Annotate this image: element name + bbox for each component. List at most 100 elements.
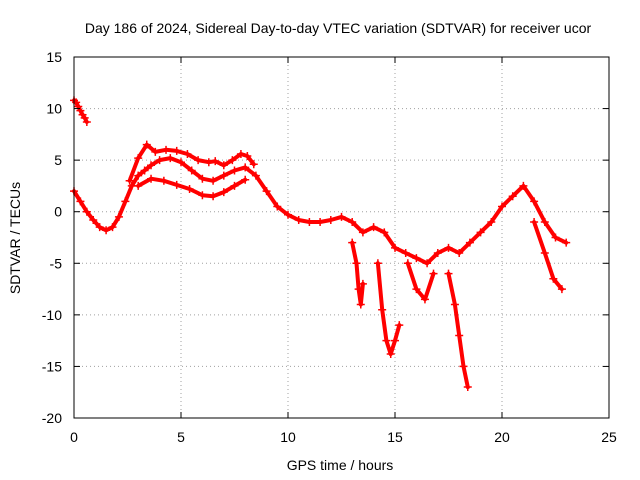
data-point	[209, 192, 218, 201]
data-point	[230, 181, 239, 190]
data-point	[219, 171, 228, 180]
data-point	[348, 238, 357, 247]
data-point	[549, 274, 558, 283]
data-point	[155, 156, 164, 165]
data-point	[262, 187, 271, 196]
data-point	[236, 149, 245, 158]
data-point	[159, 176, 168, 185]
data-point	[382, 336, 391, 345]
data-point	[465, 238, 474, 247]
x-tick-label: 25	[601, 429, 617, 445]
series-line-main	[72, 156, 569, 266]
y-tick-label: 5	[54, 152, 62, 168]
data-point	[80, 113, 89, 122]
data-point	[187, 166, 196, 175]
x-tick-label: 0	[70, 429, 78, 445]
data-point	[386, 350, 395, 359]
data-point	[166, 154, 175, 163]
data-point	[326, 215, 335, 224]
data-point	[102, 226, 111, 235]
data-point	[82, 207, 91, 216]
data-point	[373, 259, 382, 268]
data-point	[177, 158, 185, 167]
data-point	[251, 171, 260, 180]
data-point	[172, 180, 181, 189]
data-point	[219, 161, 228, 170]
x-axis-label: GPS time / hours	[287, 457, 394, 473]
data-point	[380, 228, 389, 237]
y-tick-label: 10	[46, 101, 62, 117]
data-point	[219, 188, 228, 197]
data-point	[519, 181, 528, 190]
data-point	[429, 269, 438, 278]
data-point	[356, 300, 365, 309]
x-tick-labels: 0 5 10 15 20 25	[70, 429, 617, 445]
data-point	[369, 223, 378, 232]
data-point	[243, 152, 252, 161]
data-point	[391, 336, 399, 345]
data-point	[204, 158, 213, 167]
data-point	[273, 202, 282, 211]
data-point	[284, 210, 292, 219]
data-point	[134, 154, 143, 163]
data-point	[198, 174, 207, 183]
data-point	[557, 285, 566, 294]
data-point	[151, 147, 160, 156]
data-point	[444, 269, 453, 278]
y-tick-label: -20	[42, 410, 62, 426]
data-point	[508, 192, 517, 201]
y-tick-label: -5	[50, 255, 63, 271]
data-point	[228, 156, 237, 165]
data-point	[487, 218, 496, 227]
data-point	[76, 106, 85, 115]
data-point	[540, 248, 549, 257]
data-point	[348, 218, 357, 227]
data-point	[108, 223, 117, 232]
data-point	[172, 146, 181, 155]
data-point	[358, 279, 367, 288]
data-point	[395, 321, 404, 330]
data-point	[142, 140, 151, 149]
data-point	[459, 362, 468, 371]
y-tick-label: -15	[42, 358, 62, 374]
data-point	[444, 243, 453, 252]
data-point	[530, 197, 539, 206]
data-point	[455, 248, 464, 257]
data-point	[249, 160, 258, 169]
data-point	[95, 223, 104, 232]
data-point	[498, 202, 506, 211]
data-point	[450, 300, 459, 309]
x-tick-label: 10	[280, 429, 296, 445]
data-point	[403, 259, 412, 268]
data-point	[551, 233, 560, 242]
data-point	[209, 176, 218, 185]
y-tick-label: 15	[46, 49, 62, 65]
data-point	[455, 331, 464, 340]
data-point	[378, 305, 387, 314]
data-point	[530, 218, 539, 227]
y-tick-label: 0	[54, 204, 62, 220]
data-point	[540, 218, 549, 227]
plot-frame	[73, 56, 610, 419]
x-tick-label: 20	[494, 429, 510, 445]
data-point	[125, 176, 134, 185]
data-point	[121, 197, 130, 206]
data-point	[241, 163, 250, 172]
data-point	[412, 285, 421, 294]
grid-layer	[74, 57, 609, 418]
data-point	[162, 145, 171, 154]
data-point	[305, 218, 314, 227]
data-point	[476, 228, 485, 237]
tick-layer	[73, 56, 610, 419]
data-point	[433, 248, 442, 257]
data-point	[82, 117, 91, 126]
data-point	[147, 161, 156, 170]
series-line-late-dip	[532, 220, 564, 292]
data-point	[134, 181, 143, 190]
data-point	[423, 259, 432, 268]
y-tick-labels: -20 -15 -10 -5 0 5 10 15	[42, 49, 62, 426]
data-point	[198, 191, 207, 200]
series-layer	[70, 96, 571, 392]
